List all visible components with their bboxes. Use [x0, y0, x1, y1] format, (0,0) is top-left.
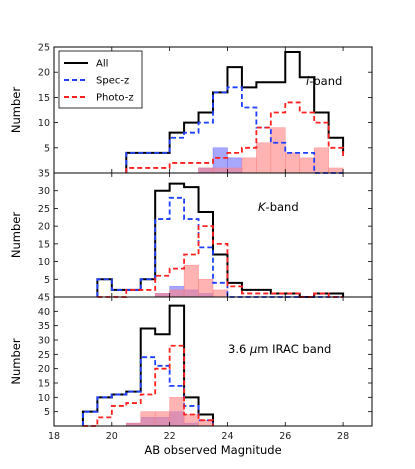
- bar-photo-z-filled-4: [154, 293, 170, 298]
- legend: All Spec-z Photo-z: [58, 50, 143, 109]
- bar-photo-z-filled-8: [212, 289, 228, 298]
- y-tick-label: 25: [38, 350, 50, 361]
- x-tick-label: 26: [279, 431, 291, 442]
- y-tick-label: 45: [38, 293, 50, 304]
- legend-label-all: All: [96, 59, 108, 70]
- legend-label-photo-z: Photo-z: [96, 93, 134, 104]
- bar-photo-z-filled-10: [270, 127, 286, 174]
- y-tick-label: 5: [44, 407, 50, 418]
- series-photo-z-line: [82, 344, 214, 427]
- y-tick-label: 20: [38, 222, 50, 233]
- y-tick-label: 10: [38, 393, 50, 404]
- y-tick-label: 30: [38, 186, 50, 197]
- bar-photo-z-filled-6: [183, 264, 199, 298]
- y-tick-label: 5: [44, 275, 50, 286]
- y-tick-label: 40: [38, 307, 50, 318]
- series-photo-z-line: [97, 225, 344, 298]
- series-all-line: [96, 182, 345, 298]
- y-tick-label: 35: [38, 321, 50, 332]
- y-tick-label: 35: [38, 169, 50, 180]
- bar-photo-z-filled-5: [198, 167, 214, 174]
- legend-label-spec-z: Spec-z: [96, 76, 129, 87]
- band-label: K-band: [258, 200, 299, 214]
- bar-photo-z-filled-7: [198, 279, 214, 298]
- panel-1: 5 10 15 20 25 30 35 Number K-band: [9, 169, 373, 298]
- y-tick-label: 15: [38, 379, 50, 390]
- bar-photo-z-filled-7: [183, 414, 199, 427]
- bar-photo-z-filled-9: [256, 142, 272, 174]
- y-axis-label: Number: [9, 338, 23, 384]
- y-tick-label: 30: [38, 336, 50, 347]
- y-tick-label: 10: [38, 257, 50, 268]
- y-axis-label: Number: [9, 212, 23, 258]
- bar-photo-z-filled-12: [299, 157, 315, 174]
- series-spec-z-line: [125, 86, 344, 174]
- band-label: 3.6 μm IRAC band: [228, 342, 331, 356]
- bar-photo-z-filled-8: [241, 157, 257, 174]
- y-tick-label: 15: [38, 239, 50, 250]
- bar-photo-z-filled-6: [169, 397, 185, 427]
- y-tick-label: 10: [38, 118, 50, 129]
- x-axis-label: AB observed Magnitude: [144, 443, 281, 457]
- x-tick-label: 28: [337, 431, 349, 442]
- x-tick-label: 24: [221, 431, 233, 442]
- bar-photo-z-filled-6: [212, 167, 228, 174]
- panel-frame: [53, 296, 373, 427]
- panel-0: 5 10 15 20 25 Number i-band All Spec-z Photo-z: [9, 43, 373, 174]
- x-tick-label: 22: [164, 431, 176, 442]
- bar-photo-z-filled-11: [285, 152, 300, 174]
- y-tick-label: 20: [38, 68, 50, 79]
- bar-photo-z-filled-7: [227, 167, 243, 174]
- y-tick-label: 25: [38, 204, 50, 215]
- y-tick-label: 20: [38, 364, 50, 375]
- legend-box: [58, 50, 143, 109]
- y-tick-label: 25: [38, 43, 50, 54]
- y-tick-label: 5: [44, 143, 50, 154]
- band-label: i-band: [306, 74, 342, 88]
- bar-photo-z-filled-5: [169, 289, 185, 298]
- x-tick-label: 18: [48, 431, 60, 442]
- bar-photo-z-filled-13: [313, 147, 329, 174]
- series-photo-z-line: [125, 101, 344, 173]
- series-all-line: [81, 304, 214, 426]
- series-spec-z-line: [96, 196, 344, 298]
- bar-photo-z-filled-4: [140, 411, 156, 427]
- bar-photo-z-filled-5: [154, 411, 170, 427]
- panel-2: 5 10 15 20 25 30 35 40 45 Number 3.6 μm IRAC band 1…: [9, 293, 373, 457]
- x-tick-label: 20: [106, 431, 118, 442]
- y-axis-label: Number: [9, 87, 23, 133]
- y-tick-label: 15: [38, 93, 50, 104]
